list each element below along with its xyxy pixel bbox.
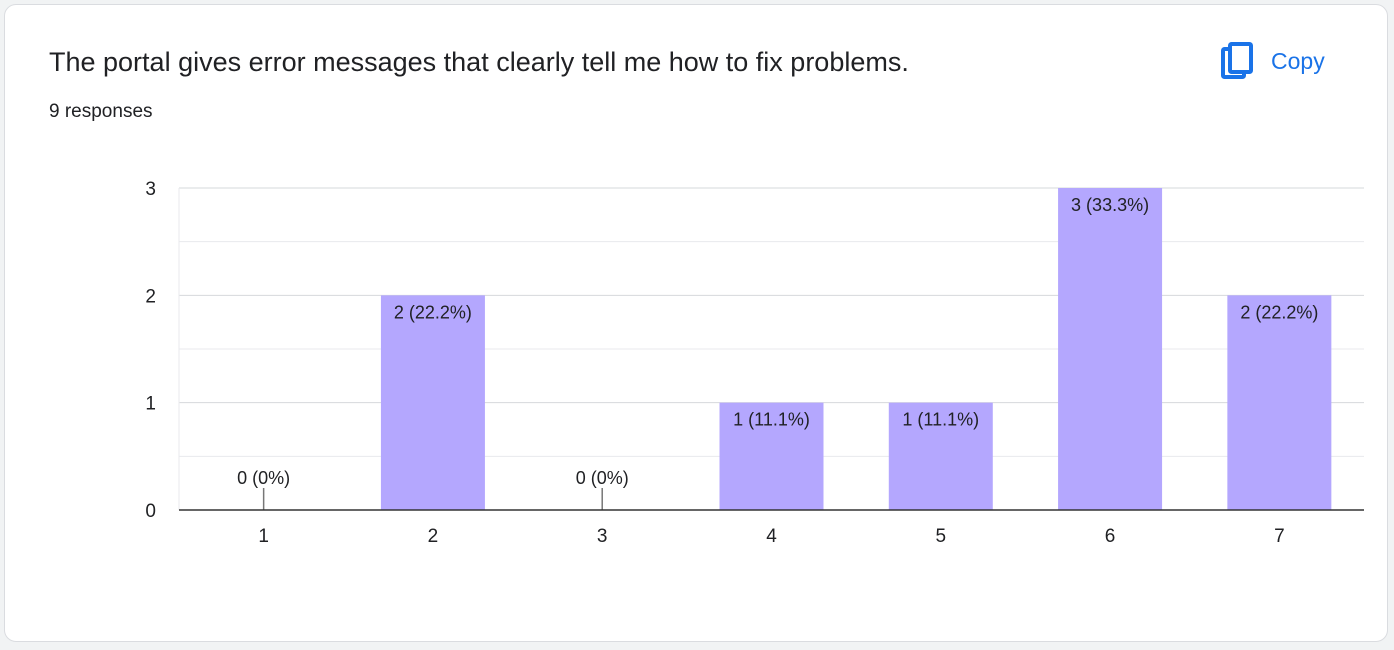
copy-button[interactable]: Copy [1211,35,1335,87]
y-tick-label: 0 [145,501,156,522]
data-label: 3 (33.3%) [1071,195,1149,215]
x-tick-label: 6 [1105,526,1116,547]
bar [380,295,485,510]
question-title: The portal gives error messages that cle… [49,47,909,77]
y-tick-label: 2 [145,286,156,307]
data-label: 2 (22.2%) [394,302,472,322]
bar [888,402,993,510]
copy-icon [1221,42,1253,79]
response-count: 9 responses [49,101,153,122]
y-tick-label: 3 [145,179,156,200]
data-label: 2 (22.2%) [1240,302,1318,322]
bar [1227,295,1332,510]
x-tick-label: 5 [935,526,946,547]
data-label: 1 (11.1%) [733,410,810,430]
data-label: 0 (0%) [237,468,290,488]
bar [1058,188,1163,510]
bar [719,402,824,510]
x-tick-label: 1 [258,526,269,547]
data-label: 0 (0%) [576,468,629,488]
x-tick-label: 7 [1274,526,1285,547]
y-tick-label: 1 [145,394,156,415]
x-tick-label: 3 [597,526,608,547]
x-tick-label: 4 [766,526,777,547]
data-label: 1 (11.1%) [902,410,979,430]
copy-button-label: Copy [1271,47,1325,74]
x-tick-label: 2 [428,526,439,547]
